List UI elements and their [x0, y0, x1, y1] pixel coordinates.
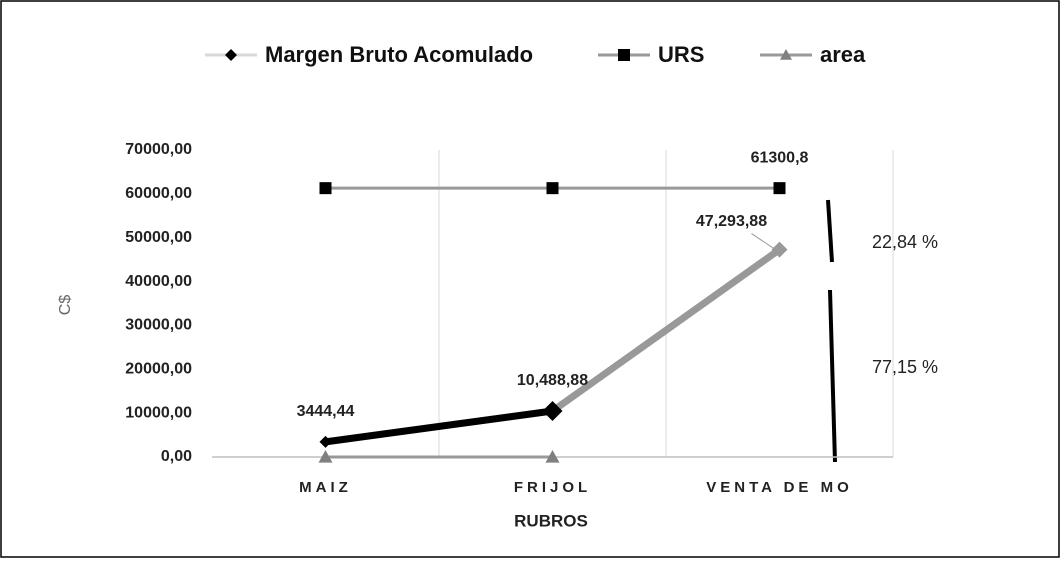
marker — [225, 49, 237, 61]
x-axis-title: RUBROS — [514, 511, 588, 530]
x-tick-label: VENTA DE MO — [706, 479, 853, 496]
bracket — [828, 289, 837, 463]
legend-label: URS — [658, 42, 704, 67]
y-tick-label: 0,00 — [161, 448, 192, 465]
x-tick-label: FRIJOL — [514, 479, 591, 496]
y-tick-label: 20000,00 — [125, 361, 192, 378]
leader-line — [751, 233, 776, 250]
line-segment — [322, 407, 556, 446]
marker — [546, 182, 559, 195]
data-label: 47,293,88 — [696, 213, 767, 230]
y-axis-title: C$ — [57, 295, 74, 316]
marker — [318, 450, 333, 463]
data-label: 3444,44 — [297, 403, 355, 420]
y-tick-label: 40000,00 — [125, 273, 192, 290]
marker — [542, 400, 563, 421]
marker — [771, 241, 788, 258]
marker — [319, 435, 332, 448]
line-segment — [549, 246, 783, 415]
data-label: 61300,8 — [751, 149, 809, 166]
marker — [618, 49, 630, 61]
x-tick-label: MAIZ — [299, 479, 352, 496]
marker — [773, 182, 786, 195]
marker — [780, 49, 792, 60]
y-tick-label: 50000,00 — [125, 229, 192, 246]
y-tick-label: 30000,00 — [125, 317, 192, 334]
data-label: 10,488,88 — [517, 372, 588, 389]
legend-label: area — [820, 42, 866, 67]
legend-label: Margen Bruto Acomulado — [265, 42, 533, 67]
y-tick-label: 70000,00 — [125, 141, 192, 158]
marker — [545, 450, 560, 463]
annotation: 22,84 % — [872, 232, 938, 252]
marker — [319, 182, 332, 195]
y-tick-label: 10000,00 — [125, 404, 192, 421]
bracket — [826, 199, 834, 263]
y-tick-label: 60000,00 — [125, 185, 192, 202]
annotation: 77,15 % — [872, 357, 938, 377]
